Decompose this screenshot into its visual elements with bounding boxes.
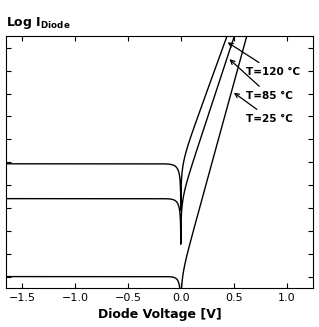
- Text: T=85 °C: T=85 °C: [230, 60, 293, 101]
- Text: Log I$_{\mathregular{Diode}}$: Log I$_{\mathregular{Diode}}$: [6, 15, 71, 31]
- X-axis label: Diode Voltage [V]: Diode Voltage [V]: [98, 308, 221, 321]
- Text: T=25 °C: T=25 °C: [235, 94, 293, 124]
- Text: T=120 °C: T=120 °C: [229, 43, 300, 77]
